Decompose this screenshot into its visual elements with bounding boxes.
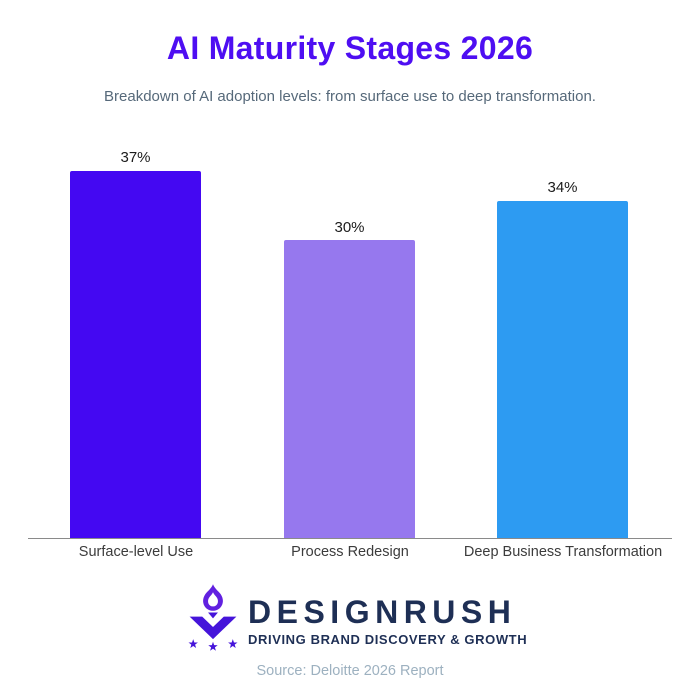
bar-chart-plot-area: 37% 30% 34% [0, 141, 700, 538]
logo-tagline: DRIVING BRAND DISCOVERY & GROWTH [248, 632, 528, 647]
bar-value-label: 34% [547, 179, 578, 197]
bar-deep-business-transformation [497, 200, 628, 538]
bar-group-process-redesign: 30% [284, 218, 415, 538]
category-label-process-redesign: Process Redesign [291, 544, 409, 560]
logo-wordmark: DESIGNRUSH [248, 594, 517, 630]
torch-base-icon [208, 612, 218, 619]
bar-group-surface-level-use: 37% [70, 150, 201, 538]
designrush-logo: DESIGNRUSH DRIVING BRAND DISCOVERY & GRO… [186, 584, 527, 651]
three-stars-icon [188, 639, 238, 651]
category-label-deep-business-transformation: Deep Business Transformation [463, 544, 663, 560]
logo-text-block: DESIGNRUSH DRIVING BRAND DISCOVERY & GRO… [248, 596, 527, 647]
category-label-surface-level-use: Surface-level Use [78, 544, 194, 560]
chart-subtitle: Breakdown of AI adoption levels: from su… [104, 88, 596, 105]
bar-value-label: 30% [334, 218, 365, 236]
chevron-v-icon [189, 616, 237, 640]
bar-group-deep-business-transformation: 34% [497, 180, 628, 538]
bar-value-label: 37% [120, 149, 151, 167]
chart-title: AI Maturity Stages 2026 [166, 30, 534, 66]
x-axis-baseline [28, 538, 672, 539]
designrush-torch-icon [188, 584, 238, 651]
bar-process-redesign [284, 240, 415, 538]
bar-surface-level-use [70, 170, 201, 538]
source-attribution: Source: Deloitte 2026 Report [256, 663, 444, 679]
